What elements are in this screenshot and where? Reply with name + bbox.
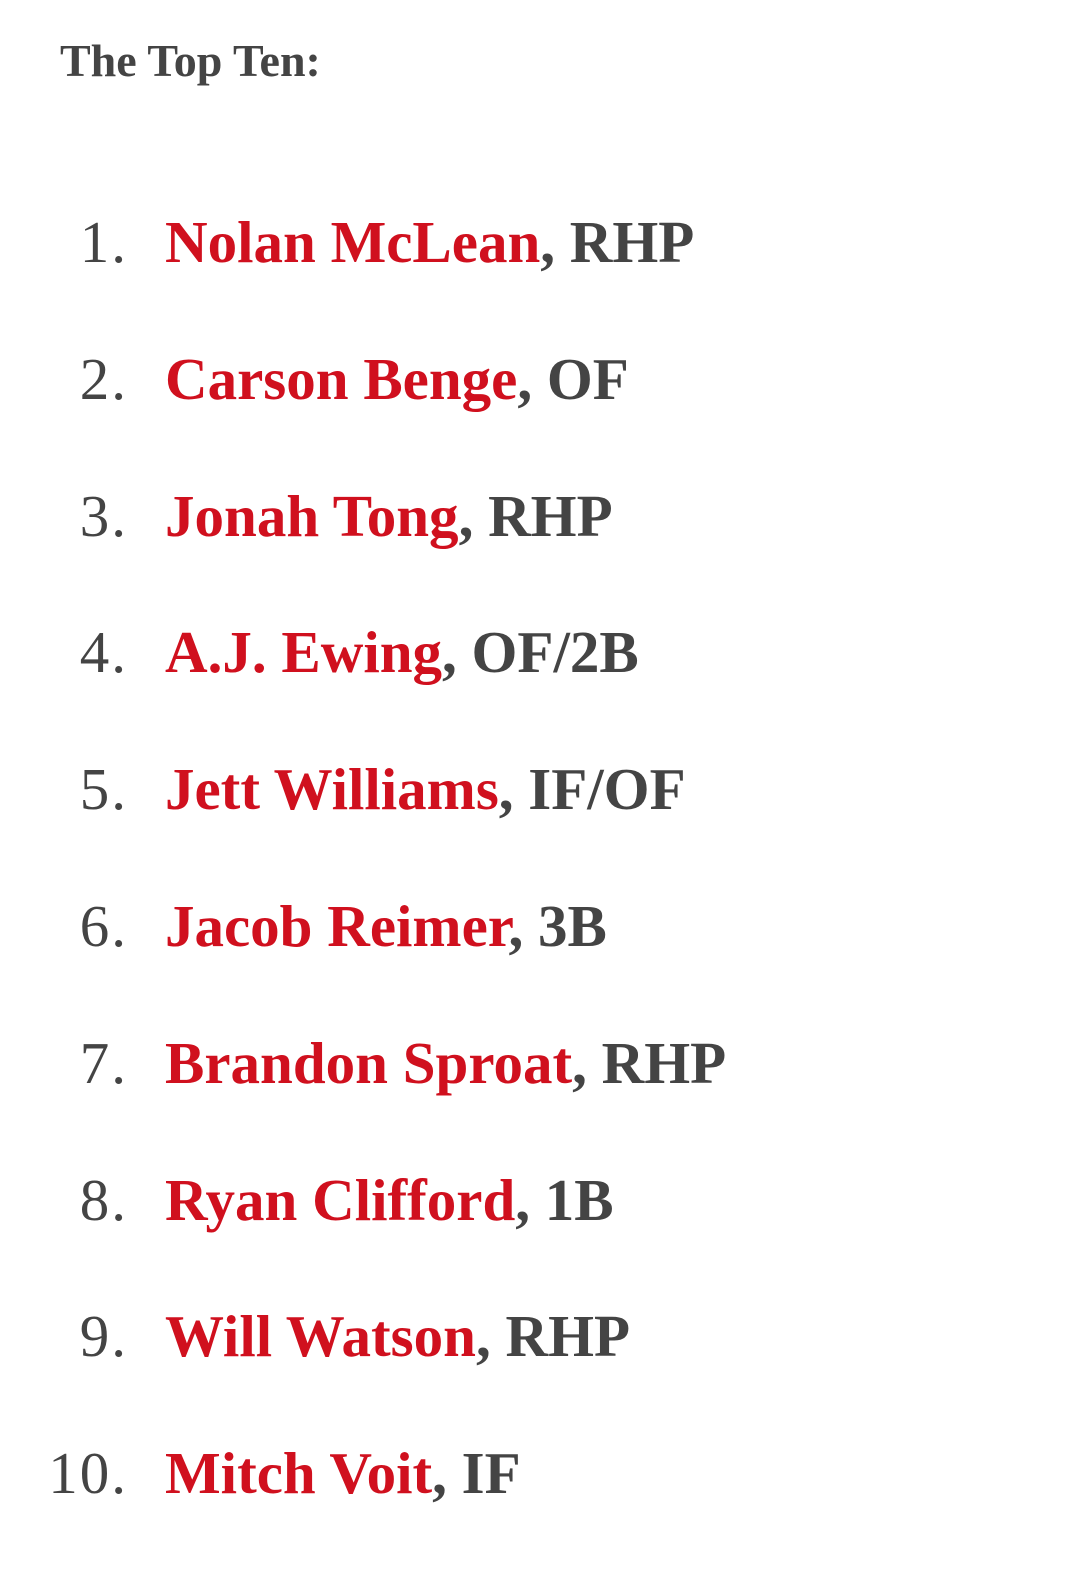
player-position: , OF bbox=[517, 345, 629, 412]
list-item: 10. Mitch Voit, IF bbox=[0, 1405, 1080, 1542]
player-position: , RHP bbox=[475, 1303, 631, 1370]
player-link[interactable]: Carson Benge bbox=[165, 345, 518, 412]
rank-number: 5. bbox=[79, 756, 128, 823]
rank-number: 4. bbox=[79, 619, 128, 686]
player-link[interactable]: Jonah Tong bbox=[165, 482, 459, 549]
list-item: 9. Will Watson, RHP bbox=[0, 1268, 1080, 1405]
player-link[interactable]: Will Watson bbox=[165, 1303, 476, 1370]
top-ten-list: 1. Nolan McLean, RHP 2. Carson Benge, OF 3… bbox=[0, 174, 1080, 1542]
rank-number: 9. bbox=[79, 1303, 128, 1370]
player-position: , OF/2B bbox=[442, 619, 639, 686]
player-position: , 1B bbox=[515, 1166, 614, 1233]
rank-number: 3. bbox=[79, 482, 128, 549]
player-position: , 3B bbox=[508, 892, 607, 959]
player-position: , RHP bbox=[572, 1029, 727, 1096]
rank-number: 1. bbox=[79, 209, 128, 275]
player-link[interactable]: Jacob Reimer bbox=[165, 892, 509, 959]
player-link[interactable]: Nolan McLean bbox=[165, 209, 541, 275]
list-item: 6. Jacob Reimer, 3B bbox=[0, 858, 1080, 995]
player-link[interactable]: Brandon Sproat bbox=[165, 1029, 573, 1096]
rank-number: 8. bbox=[79, 1166, 128, 1233]
player-position: , IF bbox=[432, 1440, 521, 1507]
list-item: 8. Ryan Clifford, 1B bbox=[0, 1132, 1080, 1269]
list-item: 4. A.J. Ewing, OF/2B bbox=[0, 584, 1080, 721]
player-position: , RHP bbox=[540, 209, 695, 275]
section-heading: The Top Ten: bbox=[60, 35, 321, 86]
list-item: 5. Jett Williams, IF/OF bbox=[0, 721, 1080, 858]
rank-number: 6. bbox=[79, 892, 128, 959]
player-link[interactable]: Jett Williams bbox=[165, 756, 499, 823]
player-position: , IF/OF bbox=[498, 756, 686, 823]
list-item: 2. Carson Benge, OF bbox=[0, 311, 1080, 448]
rank-number: 2. bbox=[79, 345, 128, 412]
rank-number: 7. bbox=[79, 1029, 128, 1096]
rank-number: 10. bbox=[48, 1440, 128, 1507]
player-position: , RHP bbox=[458, 482, 613, 549]
player-link[interactable]: Ryan Clifford bbox=[165, 1166, 516, 1233]
player-link[interactable]: Mitch Voit bbox=[165, 1440, 433, 1507]
list-item: 1. Nolan McLean, RHP bbox=[0, 174, 1080, 311]
player-link[interactable]: A.J. Ewing bbox=[165, 619, 443, 686]
list-item: 3. Jonah Tong, RHP bbox=[0, 448, 1080, 585]
list-item: 7. Brandon Sproat, RHP bbox=[0, 995, 1080, 1132]
